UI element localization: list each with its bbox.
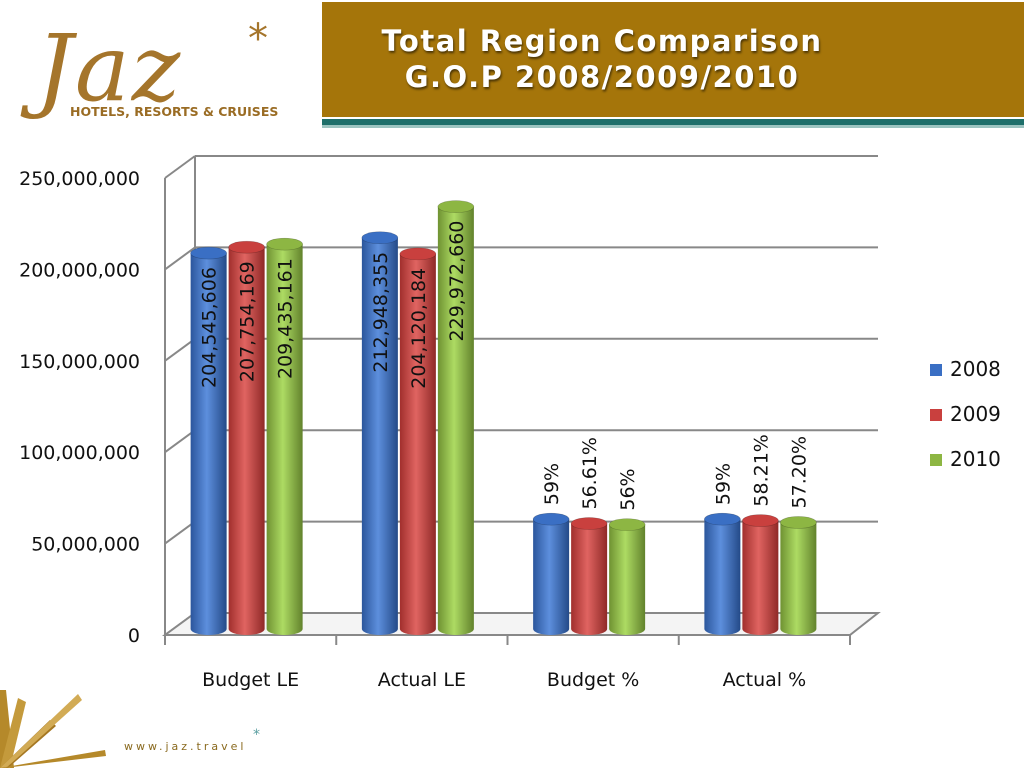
bar-body [361, 237, 398, 635]
chart-floor [161, 612, 881, 636]
bar-body [742, 520, 779, 635]
logo-tagline: HOTELS, RESORTS & CRUISES [70, 104, 278, 119]
bar-2008 [704, 512, 741, 635]
bar-chart: 0 50,000,000 100,000,000 150,000,000 200,000… [19, 155, 1001, 691]
bar-2009 [570, 517, 608, 635]
bar-top [266, 237, 303, 251]
y-tick-label: 0 [128, 625, 140, 647]
bar-body [571, 523, 608, 635]
website-link[interactable]: www.jaz.travel [124, 740, 247, 753]
y-tick-label: 150,000,000 [19, 351, 140, 373]
legend-label: 2009 [950, 402, 1001, 426]
data-label: 204,120,184 [408, 268, 430, 389]
bar-2009 [742, 514, 779, 635]
data-label: 209,435,161 [275, 258, 297, 379]
chart-title: Total Region Comparison [381, 24, 823, 58]
data-label: 229,972,660 [446, 221, 468, 342]
bar-body [399, 253, 436, 636]
bar-2010 [780, 516, 817, 635]
bar-top [742, 514, 779, 527]
bar-body [704, 519, 741, 635]
bar-body [228, 247, 265, 635]
bar-top [361, 231, 399, 245]
gridline-diagonal [164, 155, 196, 179]
bar-body [266, 244, 303, 635]
data-label: 59% [541, 463, 563, 505]
legend-label: 2010 [950, 447, 1001, 471]
jaz-logo: Jaz * HOTELS, RESORTS & CRUISES [20, 15, 278, 122]
data-label: 58.21% [750, 434, 772, 506]
gridline-diagonal [164, 520, 196, 545]
y-tick-label: 250,000,000 [19, 168, 140, 190]
bar-body [437, 206, 474, 635]
data-label: 56.61% [579, 437, 601, 509]
chart-subtitle: G.O.P 2008/2009/2010 [404, 60, 800, 94]
data-label: 212,948,355 [370, 252, 392, 373]
banner-stripe-light [322, 125, 1024, 128]
bar-2008 [361, 231, 399, 635]
legend-swatch-2010 [930, 454, 942, 466]
bar-body [190, 253, 227, 635]
x-category-label: Actual LE [378, 669, 466, 691]
bar-top [704, 512, 741, 526]
gridline-diagonal [164, 246, 196, 271]
bar-2010 [437, 200, 475, 635]
bar-top [399, 247, 437, 261]
corner-ornament [0, 690, 106, 768]
y-tick-label: 100,000,000 [19, 442, 140, 464]
logo-wordmark: Jaz [20, 15, 182, 122]
y-tick-label: 200,000,000 [19, 259, 140, 281]
bar-top [608, 518, 646, 531]
bar-top [570, 517, 608, 530]
bar-top [437, 200, 475, 213]
bar-2010 [266, 237, 303, 635]
gridline-diagonal [164, 337, 196, 362]
data-label: 204,545,606 [199, 267, 221, 388]
bar-body [533, 519, 570, 635]
y-tick-label: 50,000,000 [31, 534, 140, 556]
bar-top [780, 516, 817, 529]
x-category-label: Actual % [723, 669, 807, 691]
bar-top [532, 512, 570, 526]
title-banner [322, 2, 1024, 117]
x-category-label: Budget % [547, 669, 639, 691]
gridline-diagonal [164, 429, 196, 454]
bar-body [609, 524, 646, 635]
data-label: 207,754,169 [237, 261, 259, 382]
banner-stripe [322, 119, 1024, 125]
website-asterisk: * [253, 727, 260, 743]
x-category-label: Budget LE [202, 669, 299, 691]
bar-2008 [190, 246, 227, 635]
bar-2009 [399, 247, 437, 636]
bar-2009 [228, 240, 265, 635]
bar-2010 [608, 518, 646, 635]
legend-swatch-2008 [930, 364, 942, 376]
legend-swatch-2009 [930, 409, 942, 421]
data-label: 56% [617, 468, 639, 510]
legend-label: 2008 [950, 357, 1001, 381]
data-label: 59% [712, 463, 734, 505]
bar-top [190, 246, 227, 260]
bar-2008 [532, 512, 570, 635]
logo-asterisk: * [248, 16, 268, 62]
bar-top [228, 240, 265, 254]
data-label: 57.20% [788, 436, 810, 508]
bar-body [780, 522, 817, 635]
